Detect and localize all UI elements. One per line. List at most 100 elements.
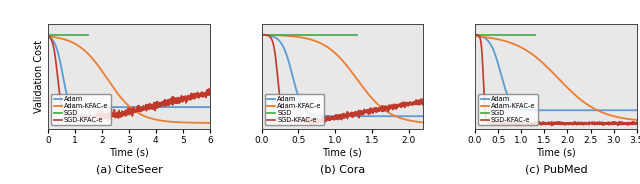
Adam — [156, 106, 163, 108]
Adam — [323, 115, 331, 117]
SGD-KFAC-e — [471, 33, 479, 36]
SGD — [258, 33, 266, 36]
SGD-KFAC-e — [419, 98, 427, 100]
Adam — [349, 115, 357, 117]
Adam — [384, 115, 392, 117]
SGD-KFAC-e — [116, 112, 124, 114]
X-axis label: Time (s): Time (s) — [536, 148, 576, 158]
Adam-KFAC-e — [274, 34, 282, 36]
Adam — [173, 106, 181, 108]
Adam — [531, 109, 539, 111]
Legend: Adam, Adam-KFAC-e, SGD, SGD-KFAC-e: Adam, Adam-KFAC-e, SGD, SGD-KFAC-e — [478, 94, 538, 125]
Line: SGD-KFAC-e: SGD-KFAC-e — [48, 36, 210, 121]
Adam-KFAC-e — [536, 60, 544, 62]
Y-axis label: Validation Cost: Validation Cost — [34, 40, 44, 113]
Adam — [387, 115, 395, 117]
SGD — [329, 33, 337, 36]
SGD-KFAC-e — [387, 105, 395, 108]
Adam-KFAC-e — [543, 65, 550, 67]
SGD-KFAC-e — [633, 121, 640, 123]
Adam-KFAC-e — [206, 122, 214, 124]
SGD — [323, 33, 331, 36]
Adam-KFAC-e — [419, 121, 427, 123]
SGD-KFAC-e — [369, 110, 376, 112]
SGD-KFAC-e — [537, 122, 545, 124]
Adam-KFAC-e — [61, 38, 68, 40]
Adam-KFAC-e — [44, 35, 52, 37]
Legend: Adam, Adam-KFAC-e, SGD, SGD-KFAC-e: Adam, Adam-KFAC-e, SGD, SGD-KFAC-e — [265, 94, 324, 125]
Line: Adam: Adam — [475, 35, 637, 110]
SGD-KFAC-e — [307, 124, 315, 126]
SGD-KFAC-e — [173, 100, 181, 102]
Line: SGD-KFAC-e: SGD-KFAC-e — [262, 35, 423, 125]
Title: (b) Cora: (b) Cora — [320, 165, 365, 175]
Adam — [109, 106, 117, 108]
Adam — [61, 83, 68, 85]
Line: Adam-KFAC-e: Adam-KFAC-e — [48, 36, 210, 123]
SGD-KFAC-e — [109, 113, 117, 115]
Adam-KFAC-e — [600, 112, 608, 114]
Adam-KFAC-e — [323, 46, 331, 48]
SGD-KFAC-e — [582, 122, 590, 125]
SGD — [61, 33, 68, 36]
Adam-KFAC-e — [597, 111, 605, 113]
Adam — [116, 106, 124, 108]
Adam — [598, 109, 605, 111]
Adam — [582, 109, 590, 111]
Adam-KFAC-e — [488, 37, 495, 39]
SGD-KFAC-e — [488, 122, 495, 124]
Adam — [488, 45, 495, 47]
Line: SGD-KFAC-e: SGD-KFAC-e — [475, 35, 637, 126]
Adam — [44, 35, 52, 37]
Adam-KFAC-e — [156, 119, 163, 121]
Adam-KFAC-e — [115, 94, 123, 97]
Adam — [206, 106, 214, 108]
SGD-KFAC-e — [61, 112, 68, 114]
Adam-KFAC-e — [387, 113, 394, 115]
SGD — [274, 33, 282, 36]
Line: Adam-KFAC-e: Adam-KFAC-e — [475, 36, 637, 120]
Adam — [258, 34, 266, 36]
X-axis label: Time (s): Time (s) — [109, 148, 148, 158]
SGD — [471, 33, 479, 36]
SGD-KFAC-e — [274, 80, 282, 82]
SGD-KFAC-e — [44, 35, 52, 37]
SGD-KFAC-e — [206, 89, 214, 91]
Adam — [369, 115, 376, 117]
Adam — [633, 109, 640, 111]
Adam-KFAC-e — [369, 98, 376, 100]
SGD-KFAC-e — [598, 122, 605, 124]
SGD-KFAC-e — [600, 122, 608, 125]
Adam-KFAC-e — [384, 111, 392, 113]
Line: Adam-KFAC-e: Adam-KFAC-e — [262, 35, 423, 122]
Adam — [471, 34, 479, 36]
Adam-KFAC-e — [258, 34, 266, 36]
X-axis label: Time (s): Time (s) — [323, 148, 362, 158]
Adam — [419, 115, 427, 117]
SGD-KFAC-e — [104, 119, 112, 122]
Line: Adam: Adam — [48, 36, 210, 107]
Adam-KFAC-e — [170, 121, 178, 123]
Adam — [600, 109, 608, 111]
Adam — [543, 109, 550, 111]
SGD-KFAC-e — [329, 116, 337, 119]
SGD — [488, 33, 495, 36]
Legend: Adam, Adam-KFAC-e, SGD, SGD-KFAC-e: Adam, Adam-KFAC-e, SGD, SGD-KFAC-e — [51, 94, 111, 125]
Adam — [537, 109, 545, 111]
Line: Adam: Adam — [262, 35, 423, 116]
Adam-KFAC-e — [633, 119, 640, 121]
SGD-KFAC-e — [543, 122, 550, 124]
SGD — [44, 33, 52, 36]
SGD-KFAC-e — [156, 104, 163, 107]
Adam-KFAC-e — [173, 121, 181, 123]
Adam — [170, 106, 178, 108]
Adam — [274, 38, 282, 41]
SGD-KFAC-e — [323, 117, 331, 119]
SGD-KFAC-e — [170, 98, 178, 101]
SGD-KFAC-e — [384, 105, 392, 108]
SGD-KFAC-e — [258, 33, 266, 36]
Adam-KFAC-e — [329, 50, 337, 52]
Title: (c) PubMed: (c) PubMed — [525, 165, 588, 175]
SGD-KFAC-e — [527, 125, 535, 127]
Adam-KFAC-e — [109, 86, 117, 89]
